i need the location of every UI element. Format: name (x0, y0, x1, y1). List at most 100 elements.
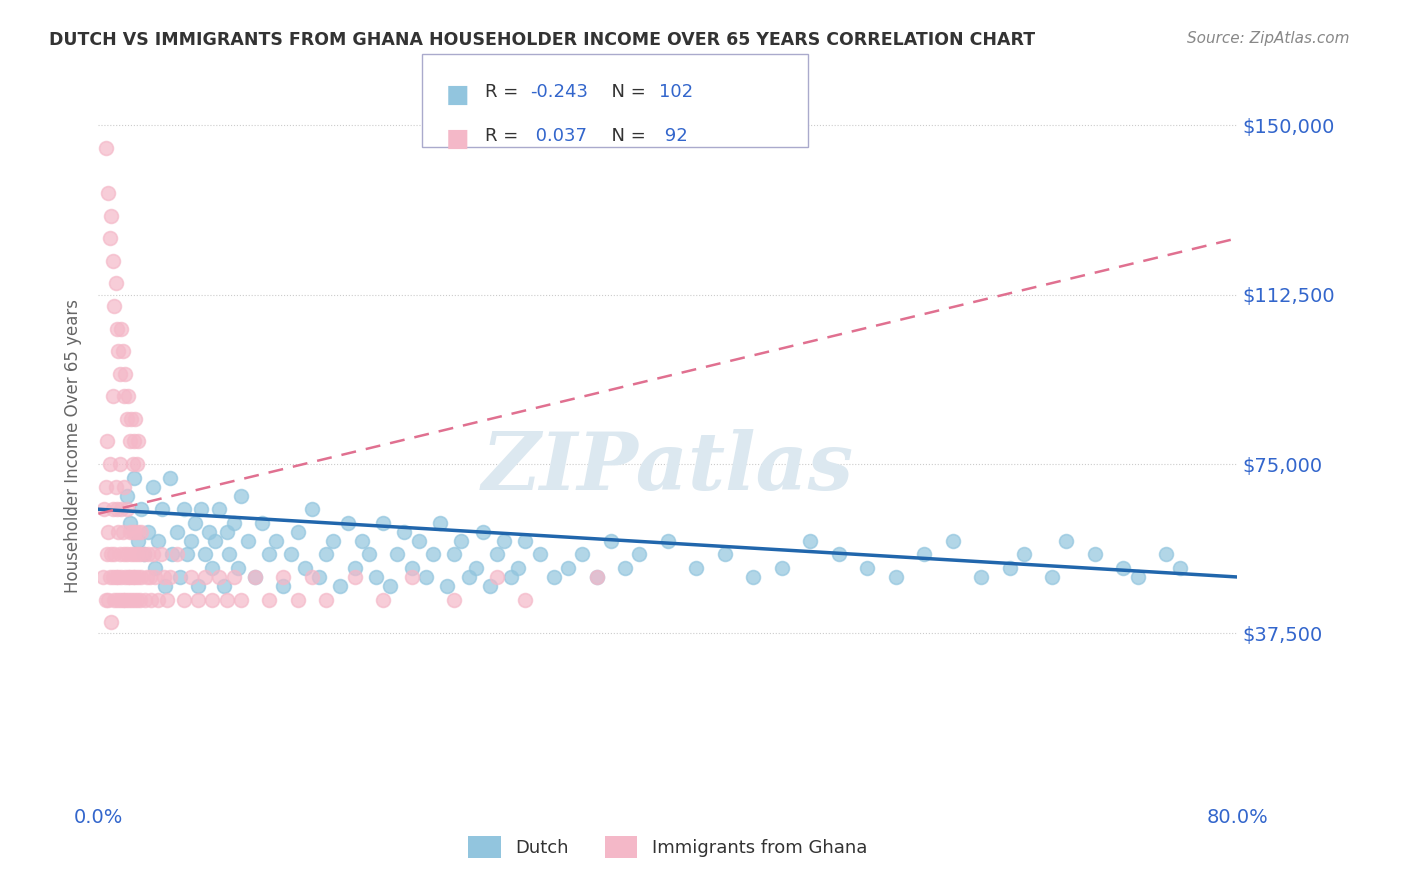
Immigrants from Ghana (145, 570, 167, 584)
Text: -0.243: -0.243 (530, 83, 588, 101)
Text: R =: R = (485, 83, 524, 101)
Immigrants from Ghana (111, 344, 134, 359)
Dutch (884, 570, 907, 584)
Dutch (742, 570, 765, 584)
Dutch (529, 548, 551, 562)
Text: DUTCH VS IMMIGRANTS FROM GHANA HOUSEHOLDER INCOME OVER 65 YEARS CORRELATION CHAR: DUTCH VS IMMIGRANTS FROM GHANA HOUSEHOLD… (49, 31, 1035, 49)
Dutch (457, 570, 479, 584)
Dutch (301, 502, 323, 516)
Text: 0.037: 0.037 (530, 127, 588, 145)
Text: N =: N = (600, 83, 652, 101)
Immigrants from Ghana (315, 592, 337, 607)
Dutch (266, 533, 288, 548)
Immigrants from Ghana (98, 457, 121, 471)
Dutch (628, 548, 651, 562)
Immigrants from Ghana (515, 592, 537, 607)
Dutch (226, 561, 249, 575)
Dutch (184, 516, 207, 530)
Dutch (141, 480, 163, 494)
Immigrants from Ghana (135, 570, 157, 584)
Dutch (273, 579, 295, 593)
Immigrants from Ghana (118, 434, 141, 449)
Immigrants from Ghana (125, 548, 148, 562)
Dutch (350, 533, 373, 548)
Dutch (543, 570, 565, 584)
Immigrants from Ghana (103, 548, 125, 562)
Dutch (250, 516, 273, 530)
Dutch (422, 548, 444, 562)
Dutch (1012, 548, 1035, 562)
Immigrants from Ghana (141, 548, 163, 562)
Immigrants from Ghana (93, 502, 115, 516)
Dutch (236, 533, 259, 548)
Immigrants from Ghana (124, 412, 146, 426)
Text: Source: ZipAtlas.com: Source: ZipAtlas.com (1187, 31, 1350, 46)
Immigrants from Ghana (287, 592, 309, 607)
Dutch (429, 516, 451, 530)
Immigrants from Ghana (486, 570, 509, 584)
Dutch (190, 502, 212, 516)
Dutch (187, 579, 209, 593)
Immigrants from Ghana (118, 570, 141, 584)
Immigrants from Ghana (127, 434, 149, 449)
Immigrants from Ghana (138, 570, 160, 584)
Dutch (1154, 548, 1177, 562)
Immigrants from Ghana (112, 480, 135, 494)
Dutch (1056, 533, 1078, 548)
Dutch (145, 561, 167, 575)
Immigrants from Ghana (156, 592, 179, 607)
Immigrants from Ghana (153, 570, 176, 584)
Immigrants from Ghana (585, 570, 607, 584)
Immigrants from Ghana (114, 592, 136, 607)
Dutch (443, 548, 465, 562)
Immigrants from Ghana (139, 592, 162, 607)
Dutch (280, 548, 302, 562)
Immigrants from Ghana (124, 524, 146, 539)
Dutch (162, 548, 184, 562)
Dutch (208, 502, 231, 516)
Dutch (166, 524, 188, 539)
Dutch (118, 516, 141, 530)
Immigrants from Ghana (148, 592, 170, 607)
Dutch (122, 470, 145, 484)
Dutch (115, 489, 138, 503)
Immigrants from Ghana (132, 548, 155, 562)
Immigrants from Ghana (301, 570, 323, 584)
Immigrants from Ghana (108, 592, 131, 607)
Dutch (657, 533, 679, 548)
Dutch (222, 516, 245, 530)
Dutch (1126, 570, 1149, 584)
Immigrants from Ghana (159, 570, 181, 584)
Dutch (1112, 561, 1135, 575)
Immigrants from Ghana (273, 570, 295, 584)
Dutch (394, 524, 416, 539)
Dutch (127, 533, 149, 548)
Dutch (364, 570, 387, 584)
Dutch (571, 548, 593, 562)
Dutch (336, 516, 359, 530)
Immigrants from Ghana (104, 277, 127, 291)
Immigrants from Ghana (124, 570, 146, 584)
Dutch (136, 524, 159, 539)
Dutch (259, 548, 281, 562)
Immigrants from Ghana (120, 412, 142, 426)
Text: N =: N = (600, 127, 652, 145)
Immigrants from Ghana (94, 592, 117, 607)
Dutch (685, 561, 707, 575)
Immigrants from Ghana (94, 480, 117, 494)
Immigrants from Ghana (128, 548, 150, 562)
Immigrants from Ghana (96, 548, 118, 562)
Immigrants from Ghana (118, 524, 141, 539)
Immigrants from Ghana (114, 367, 136, 381)
Dutch (373, 516, 395, 530)
Immigrants from Ghana (129, 524, 152, 539)
Immigrants from Ghana (443, 592, 465, 607)
Dutch (198, 524, 221, 539)
Dutch (942, 533, 965, 548)
Immigrants from Ghana (98, 231, 121, 245)
Immigrants from Ghana (136, 548, 159, 562)
Immigrants from Ghana (103, 299, 125, 313)
Dutch (714, 548, 737, 562)
Dutch (243, 570, 266, 584)
Dutch (129, 502, 152, 516)
